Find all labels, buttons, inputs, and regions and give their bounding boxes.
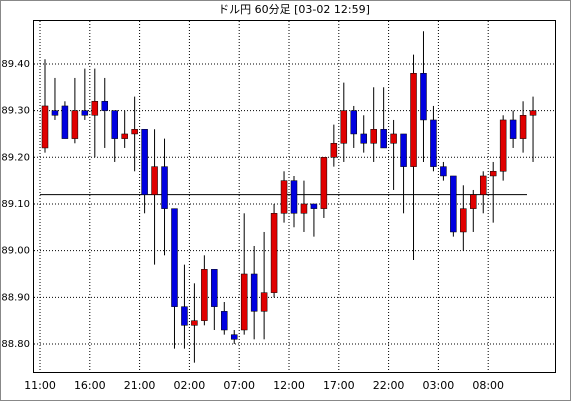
x-tick-label: 22:00 [373,379,405,392]
y-tick-label: 89.00 [1,246,30,257]
y-tick-label: 88.90 [1,292,30,303]
x-tick-label: 12:00 [273,379,305,392]
candle-body [410,73,417,167]
candle-body [300,203,308,214]
candle-body [230,334,238,340]
x-tick-label: 11:00 [24,379,56,392]
y-tick-label: 89.20 [1,152,30,163]
candle-body [101,101,109,111]
candle-body [270,213,278,293]
candle-body [529,110,537,116]
candle-body [479,175,487,195]
x-tick-label: 21:00 [124,379,156,392]
candle-body [509,119,517,139]
candle-body [61,105,69,139]
candle-body [320,157,328,209]
y-tick-label: 89.30 [1,106,30,117]
candle-body [71,110,79,139]
candle-body [131,129,138,135]
candle-body [51,110,59,116]
candle-body [310,203,318,209]
candle-body [470,194,477,209]
candle-body [350,110,358,135]
candle-body [171,208,178,307]
candle-body [290,180,298,214]
candle-body [141,129,148,195]
candle-body [420,73,427,121]
candle-body [440,166,447,177]
chart-title: ドル円 60分足 [03-02 12:59] [218,3,370,16]
candle-body [380,129,387,149]
x-tick-label: 07:00 [223,379,255,392]
candle-body [151,166,158,195]
x-tick-label: 16:00 [74,379,106,392]
candle-body [221,311,228,331]
candle-body [250,273,258,312]
candle-body [111,110,118,139]
candle-body [370,129,377,144]
x-tick-label: 02:00 [174,379,206,392]
y-tick-label: 89.10 [1,199,30,210]
candle-body [121,133,128,139]
candle-body [240,273,248,331]
y-tick-label: 89.40 [1,59,30,70]
candle-body [191,320,198,326]
candle-body [41,105,49,149]
x-tick-label: 08:00 [472,379,504,392]
x-tick-label: 17:00 [323,379,355,392]
candle-body [260,292,268,312]
candle-body [489,171,497,177]
candle-body [450,175,457,233]
candle-body [519,115,527,139]
x-tick-label: 03:00 [423,379,455,392]
candle-body [280,180,288,214]
candle-body [340,110,348,144]
y-tick-label: 88.80 [1,339,30,350]
candle-body [460,208,467,233]
candle-body [81,110,89,116]
candle-body [360,133,367,144]
candle-body [181,306,188,326]
candle-body [330,143,338,158]
candle-body [161,166,168,209]
candle-body [390,133,397,144]
candle-body [211,269,218,307]
candle-body [400,133,407,167]
candle-body [499,119,507,172]
candle-body [430,119,437,167]
candle-body [201,269,208,321]
candle-body [91,101,99,116]
